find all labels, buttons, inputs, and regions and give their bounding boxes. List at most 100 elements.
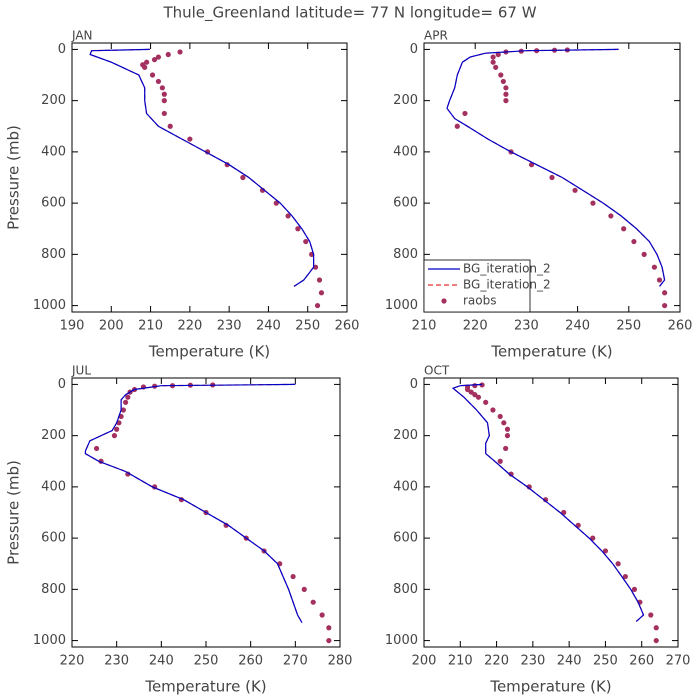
y-tick-label: 600: [41, 531, 66, 546]
raob-point: [468, 389, 474, 395]
raob-point: [285, 213, 291, 219]
raob-point: [312, 264, 319, 270]
y-tick-label: 200: [393, 93, 418, 108]
y-tick-label: 600: [393, 531, 418, 546]
x-tick-label: 250: [194, 654, 219, 669]
raob-point: [295, 226, 301, 232]
raob-point: [155, 54, 162, 60]
raob-point: [490, 54, 496, 60]
raob-point: [500, 78, 506, 85]
panel-title: APR: [424, 29, 448, 43]
y-tick-label: 0: [58, 377, 66, 392]
x-tick-label: 240: [565, 319, 590, 334]
panel-title: JUL: [71, 364, 91, 378]
raob-point: [125, 394, 131, 400]
x-tick-label: 280: [328, 654, 353, 669]
raob-point: [151, 57, 158, 63]
y-tick-label: 200: [41, 93, 66, 108]
legend-symbol: [441, 298, 447, 304]
raob-point: [123, 399, 129, 405]
raob-point: [641, 251, 647, 257]
raob-point: [549, 174, 555, 181]
x-tick-label: 230: [514, 319, 539, 334]
raob-point: [114, 426, 120, 432]
raob-point: [310, 599, 316, 605]
x-tick-label: 210: [448, 654, 473, 669]
raob-point: [503, 85, 509, 91]
y-tick-label: 1000: [33, 633, 66, 648]
raob-point: [318, 290, 325, 296]
raob-point: [621, 226, 627, 232]
plot-frame: [423, 42, 681, 313]
raob-point: [316, 277, 323, 283]
raob-point: [454, 123, 460, 129]
x-axis-title: Temperature (K): [144, 678, 266, 696]
x-tick-label: 220: [60, 654, 85, 669]
raob-point: [314, 302, 321, 309]
figure-title: Thule_Greenland latitude= 77 N longitude…: [162, 4, 536, 23]
x-tick-label: 230: [104, 654, 129, 669]
profile-line: [451, 383, 645, 622]
x-tick-label: 230: [520, 654, 545, 669]
x-tick-label: 210: [138, 319, 163, 334]
raob-point: [144, 59, 150, 65]
x-tick-label: 230: [217, 319, 242, 334]
x-tick-label: 240: [557, 654, 582, 669]
x-tick-label: 250: [295, 319, 320, 334]
legend-label: raobs: [463, 294, 497, 308]
raob-point: [155, 78, 162, 85]
raob-point: [504, 426, 511, 432]
raob-point: [93, 445, 100, 452]
raob-point: [508, 471, 514, 477]
raob-point: [651, 264, 658, 270]
x-tick-label: 260: [335, 319, 360, 334]
x-tick-label: 240: [149, 654, 174, 669]
x-tick-label: 260: [238, 654, 263, 669]
raob-point: [504, 433, 511, 439]
x-tick-label: 210: [412, 319, 437, 334]
legend-label: BG_iteration_2: [463, 262, 551, 276]
profile-line: [84, 383, 303, 623]
raob-point: [503, 445, 509, 452]
panel-title: OCT: [424, 364, 450, 378]
y-tick-label: 400: [393, 479, 418, 494]
raob-point: [656, 277, 663, 283]
raob-point: [572, 187, 578, 193]
x-tick-label: 240: [256, 319, 281, 334]
y-tick-label: 0: [410, 42, 418, 57]
raob-point: [120, 407, 126, 413]
y-tick-label: 600: [393, 196, 418, 211]
y-tick-label: 600: [41, 196, 66, 211]
x-tick-label: 270: [283, 654, 308, 669]
raob-point: [177, 49, 183, 55]
profile-line: [89, 48, 315, 287]
y-tick-label: 1000: [385, 633, 418, 648]
y-axis-title: Pressure (mb): [5, 125, 23, 230]
raob-point: [125, 471, 131, 477]
y-tick-label: 1000: [33, 298, 66, 313]
raob-point: [653, 625, 659, 631]
y-tick-label: 0: [410, 377, 418, 392]
raob-point: [590, 200, 596, 206]
raob-point: [301, 586, 307, 592]
raob-point: [622, 573, 628, 580]
raob-point: [326, 625, 332, 631]
raob-point: [495, 51, 501, 58]
y-tick-label: 400: [393, 144, 418, 159]
raob-point: [472, 392, 478, 398]
raob-point: [662, 290, 668, 296]
raob-point: [503, 91, 509, 97]
x-tick-label: 220: [463, 319, 488, 334]
raob-point: [631, 586, 638, 592]
profile-line: [89, 48, 315, 287]
plot-frame: [423, 377, 679, 648]
raob-point: [472, 383, 478, 389]
raob-point: [490, 59, 496, 65]
raob-point: [590, 535, 596, 541]
x-tick-label: 270: [666, 654, 691, 669]
raob-point: [303, 238, 309, 245]
panel-title: JAN: [71, 29, 93, 43]
raob-point: [240, 174, 246, 181]
raob-point: [159, 85, 165, 91]
raob-point: [483, 399, 489, 405]
